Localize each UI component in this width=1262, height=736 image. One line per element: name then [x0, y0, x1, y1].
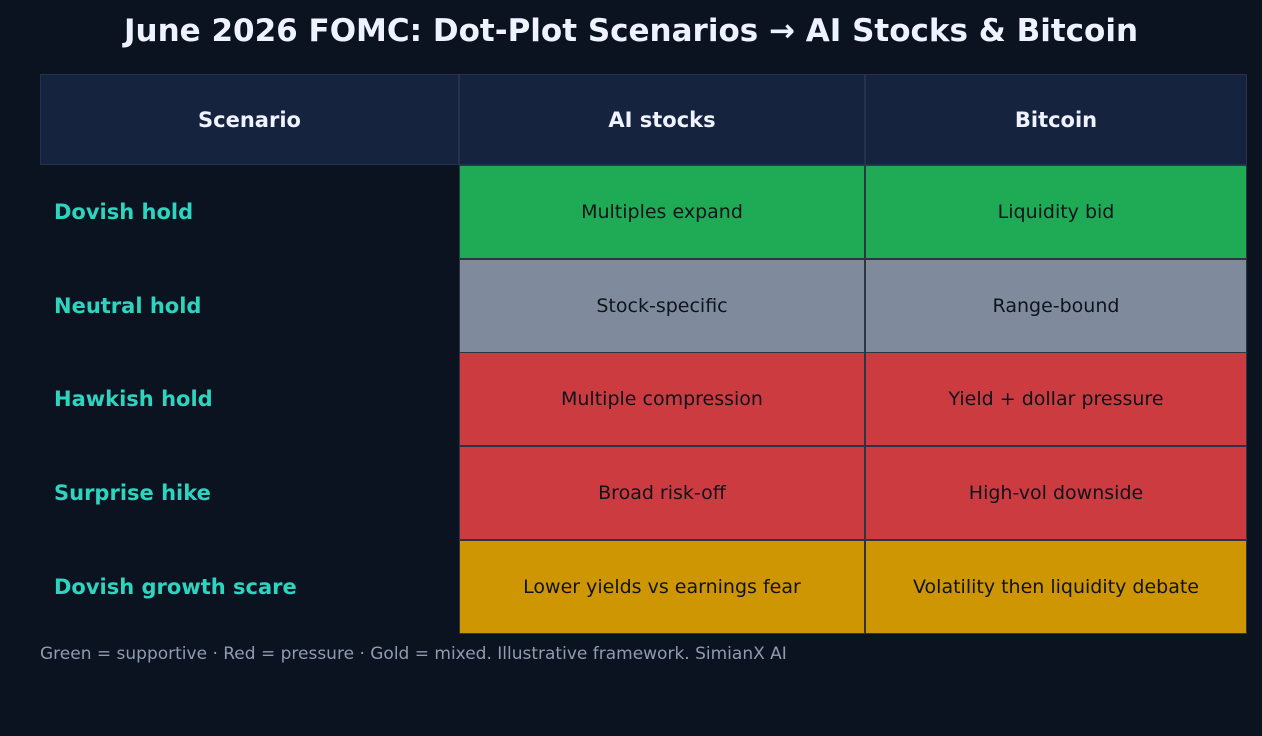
chart-title: June 2026 FOMC: Dot-Plot Scenarios → AI … — [123, 13, 1139, 49]
scenario-label: Hawkish hold — [54, 387, 213, 411]
scenario-label: Dovish growth scare — [54, 575, 297, 599]
header-ai-stocks: AI stocks — [459, 74, 865, 165]
scenario-label: Dovish hold — [54, 200, 194, 224]
bitcoin-cell: Liquidity bid — [865, 165, 1247, 259]
header-scenario: Scenario — [40, 74, 459, 165]
ai-stocks-cell: Broad risk-off — [459, 446, 865, 540]
ai-stocks-cell: Stock-specific — [459, 259, 865, 353]
bitcoin-cell: Volatility then liquidity debate — [865, 540, 1247, 634]
footnote: Green = supportive · Red = pressure · Go… — [40, 644, 787, 664]
scenario-label: Neutral hold — [54, 294, 202, 318]
bitcoin-cell: High-vol downside — [865, 446, 1247, 540]
ai-stocks-cell: Lower yields vs earnings fear — [459, 540, 865, 634]
bitcoin-cell: Yield + dollar pressure — [865, 352, 1247, 446]
scenario-table: Scenario AI stocks Bitcoin Dovish hold M… — [40, 74, 1247, 634]
scenario-label: Surprise hike — [54, 481, 211, 505]
bitcoin-cell: Range-bound — [865, 259, 1247, 353]
ai-stocks-cell: Multiple compression — [459, 352, 865, 446]
header-bitcoin: Bitcoin — [865, 74, 1247, 165]
ai-stocks-cell: Multiples expand — [459, 165, 865, 259]
